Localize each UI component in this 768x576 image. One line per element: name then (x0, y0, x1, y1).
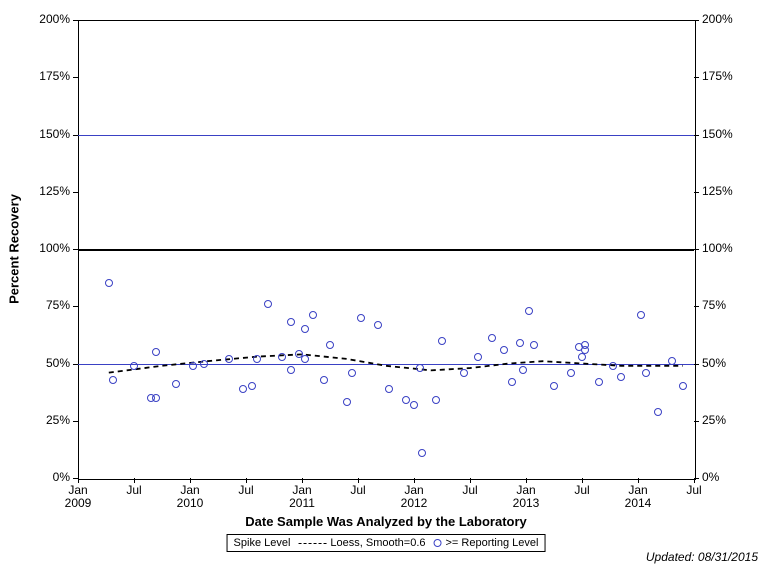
data-point (679, 382, 687, 390)
data-point (287, 318, 295, 326)
data-point (189, 362, 197, 370)
y-tick-right: 125% (702, 184, 733, 198)
data-point (172, 380, 180, 388)
data-point (278, 353, 286, 361)
data-point (109, 376, 117, 384)
data-point (385, 385, 393, 393)
data-point (654, 408, 662, 416)
reference-line (78, 364, 694, 365)
data-point (530, 341, 538, 349)
data-point (617, 373, 625, 381)
data-point (418, 449, 426, 457)
data-point (550, 382, 558, 390)
x-tick: Jul (338, 484, 378, 497)
data-point (642, 369, 650, 377)
chart-container: Percent Recovery Date Sample Was Analyze… (0, 0, 768, 576)
updated-text: Updated: 08/31/2015 (646, 550, 758, 564)
data-point (525, 307, 533, 315)
x-tick: Jan2014 (618, 484, 658, 510)
data-point (105, 279, 113, 287)
legend-points-label: >= Reporting Level (446, 537, 539, 549)
data-point (416, 364, 424, 372)
data-point (581, 341, 589, 349)
y-tick-right: 75% (702, 298, 726, 312)
data-point (343, 398, 351, 406)
legend-spike-label: Spike Level (234, 537, 291, 549)
reference-line (78, 249, 694, 251)
y-tick-left: 125% (30, 184, 70, 198)
data-point (320, 376, 328, 384)
data-point (130, 362, 138, 370)
y-tick-right: 25% (702, 413, 726, 427)
y-tick-left: 200% (30, 12, 70, 26)
reference-line (78, 135, 694, 136)
data-point (410, 401, 418, 409)
y-axis-title: Percent Recovery (7, 194, 22, 304)
legend-circle-icon (434, 539, 442, 547)
legend-item-points: >= Reporting Level (434, 537, 539, 549)
data-point (474, 353, 482, 361)
x-tick: Jan2010 (170, 484, 210, 510)
data-point (348, 369, 356, 377)
data-point (432, 396, 440, 404)
x-tick: Jan2009 (58, 484, 98, 510)
data-point (309, 311, 317, 319)
data-point (500, 346, 508, 354)
data-point (357, 314, 365, 322)
legend: Spike Level Loess, Smooth=0.6 >= Reporti… (227, 534, 546, 552)
data-point (326, 341, 334, 349)
y-tick-left: 25% (30, 413, 70, 427)
legend-dash-icon (298, 543, 326, 544)
data-point (152, 394, 160, 402)
data-point (609, 362, 617, 370)
x-tick: Jan2013 (506, 484, 546, 510)
data-point (519, 366, 527, 374)
data-point (438, 337, 446, 345)
x-tick: Jul (562, 484, 602, 497)
data-point (200, 360, 208, 368)
data-point (248, 382, 256, 390)
data-point (516, 339, 524, 347)
y-tick-left: 175% (30, 69, 70, 83)
legend-loess-label: Loess, Smooth=0.6 (330, 537, 425, 549)
x-axis-title: Date Sample Was Analyzed by the Laborato… (245, 514, 527, 529)
data-point (578, 353, 586, 361)
data-point (239, 385, 247, 393)
data-point (253, 355, 261, 363)
data-point (225, 355, 233, 363)
data-point (637, 311, 645, 319)
data-point (460, 369, 468, 377)
y-tick-right: 150% (702, 127, 733, 141)
x-tick: Jan2011 (282, 484, 322, 510)
x-tick: Jul (114, 484, 154, 497)
data-point (668, 357, 676, 365)
data-point (287, 366, 295, 374)
y-tick-right: 200% (702, 12, 733, 26)
x-tick: Jul (226, 484, 266, 497)
data-point (567, 369, 575, 377)
legend-item-spike: Spike Level (234, 537, 291, 549)
data-point (402, 396, 410, 404)
data-point (508, 378, 516, 386)
data-point (301, 325, 309, 333)
y-tick-left: 150% (30, 127, 70, 141)
data-point (488, 334, 496, 342)
y-tick-left: 100% (30, 241, 70, 255)
data-point (374, 321, 382, 329)
y-tick-left: 0% (30, 470, 70, 484)
y-tick-right: 175% (702, 69, 733, 83)
data-point (264, 300, 272, 308)
legend-item-loess: Loess, Smooth=0.6 (298, 537, 425, 549)
y-tick-left: 50% (30, 356, 70, 370)
data-point (301, 355, 309, 363)
x-tick: Jul (450, 484, 490, 497)
x-tick: Jan2012 (394, 484, 434, 510)
y-tick-right: 0% (702, 470, 719, 484)
data-point (595, 378, 603, 386)
y-tick-right: 100% (702, 241, 733, 255)
data-point (152, 348, 160, 356)
x-tick: Jul (674, 484, 714, 497)
y-tick-right: 50% (702, 356, 726, 370)
y-tick-left: 75% (30, 298, 70, 312)
